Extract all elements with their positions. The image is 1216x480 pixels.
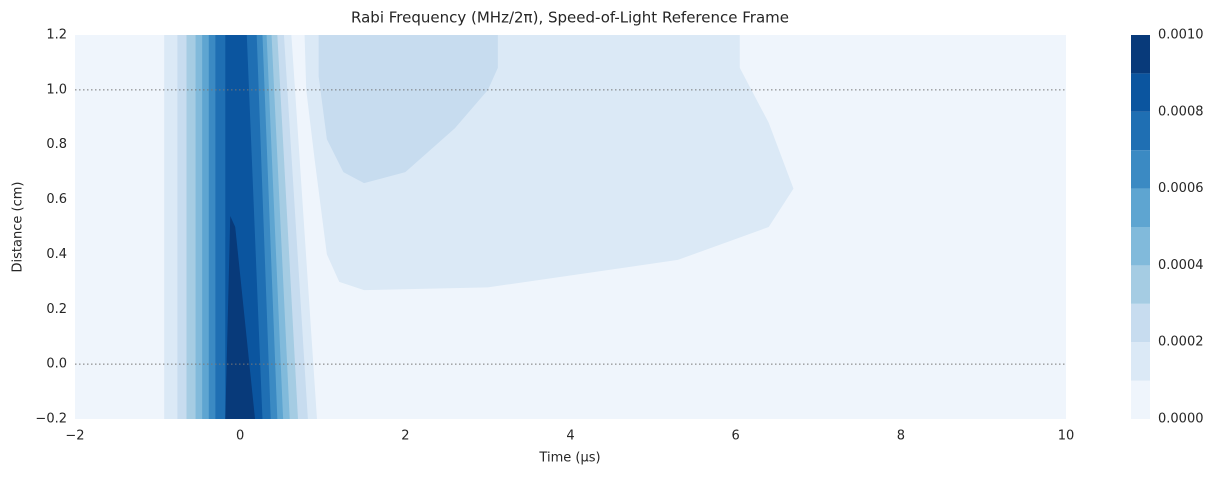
y-tick-label: 0.0 — [46, 357, 67, 372]
colorbar-tick-label: 0.0000 — [1158, 412, 1204, 427]
colorbar-band — [1131, 111, 1150, 151]
colorbar-band — [1131, 35, 1150, 74]
x-tick-label: 2 — [401, 429, 409, 444]
colorbar-band — [1131, 342, 1150, 381]
colorbar-tick-label: 0.0004 — [1158, 258, 1204, 273]
contour-region — [225, 216, 256, 419]
colorbar-band — [1131, 380, 1150, 419]
colorbar-band — [1131, 188, 1150, 227]
x-tick-label: 8 — [897, 429, 905, 444]
x-tick-label: 0 — [236, 429, 244, 444]
y-tick-label: 1.2 — [46, 28, 67, 43]
x-tick-label: 4 — [566, 429, 574, 444]
colorbar-band — [1131, 227, 1150, 266]
chart-title: Rabi Frequency (MHz/2π), Speed-of-Light … — [351, 9, 789, 27]
colorbar-band — [1131, 73, 1150, 112]
y-tick-label: 0.2 — [46, 302, 67, 317]
y-tick-label: 0.8 — [46, 137, 67, 152]
x-tick-label: −2 — [65, 429, 84, 444]
y-tick-label: −0.2 — [35, 412, 67, 427]
colorbar-tick-label: 0.0010 — [1158, 28, 1204, 43]
colorbar-tick-label: 0.0006 — [1158, 181, 1204, 196]
colorbar-tick-label: 0.0002 — [1158, 335, 1204, 350]
contour-region — [318, 35, 498, 184]
x-axis-label: Time (μs) — [538, 451, 600, 466]
y-tick-label: 0.6 — [46, 192, 67, 207]
x-tick-label: 10 — [1058, 429, 1075, 444]
x-tick-label: 6 — [732, 429, 740, 444]
y-tick-label: 0.4 — [46, 247, 67, 262]
y-axis-label: Distance (cm) — [11, 182, 26, 273]
colorbar-band — [1131, 265, 1150, 304]
y-tick-label: 1.0 — [46, 82, 67, 97]
colorbar-band — [1131, 150, 1150, 189]
colorbar-band — [1131, 303, 1150, 343]
colorbar-tick-label: 0.0008 — [1158, 104, 1204, 119]
